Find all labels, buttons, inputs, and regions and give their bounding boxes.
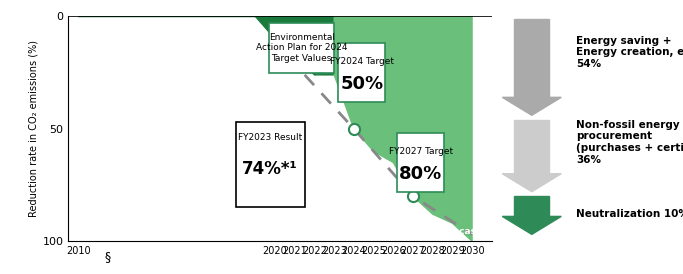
Text: Residual emissions: Residual emissions [147,227,245,236]
Polygon shape [514,19,550,97]
Text: FY2023 Result: FY2023 Result [238,133,303,142]
FancyBboxPatch shape [338,43,385,102]
Polygon shape [502,174,561,192]
FancyBboxPatch shape [269,23,334,73]
Y-axis label: Reduction rate in CO₂ emissions (%): Reduction rate in CO₂ emissions (%) [28,40,38,217]
Polygon shape [514,120,550,174]
Text: Non-fossil energy
procurement
(purchases + certificates)
36%: Non-fossil energy procurement (purchases… [576,120,683,165]
Text: Environmental
Action Plan for 2024
Target Values: Environmental Action Plan for 2024 Targe… [256,33,348,63]
Polygon shape [502,216,561,234]
Polygon shape [502,97,561,115]
Text: FY2024 Target: FY2024 Target [330,57,394,66]
FancyBboxPatch shape [236,122,305,207]
Text: Neutralization 10%: Neutralization 10% [576,209,683,219]
Text: FY2027 Target: FY2027 Target [389,147,453,156]
Text: Energy saving +
Energy creation, etc.
54%: Energy saving + Energy creation, etc. 54… [576,36,683,69]
Text: 80%: 80% [400,165,443,183]
Text: Residual emissions forecast: Residual emissions forecast [338,227,481,236]
Text: 50%: 50% [340,75,383,93]
Polygon shape [514,196,550,216]
Text: §: § [104,250,111,263]
Polygon shape [334,16,472,241]
Polygon shape [78,16,334,75]
FancyBboxPatch shape [398,133,445,192]
Text: 74%*¹: 74%*¹ [242,160,298,178]
